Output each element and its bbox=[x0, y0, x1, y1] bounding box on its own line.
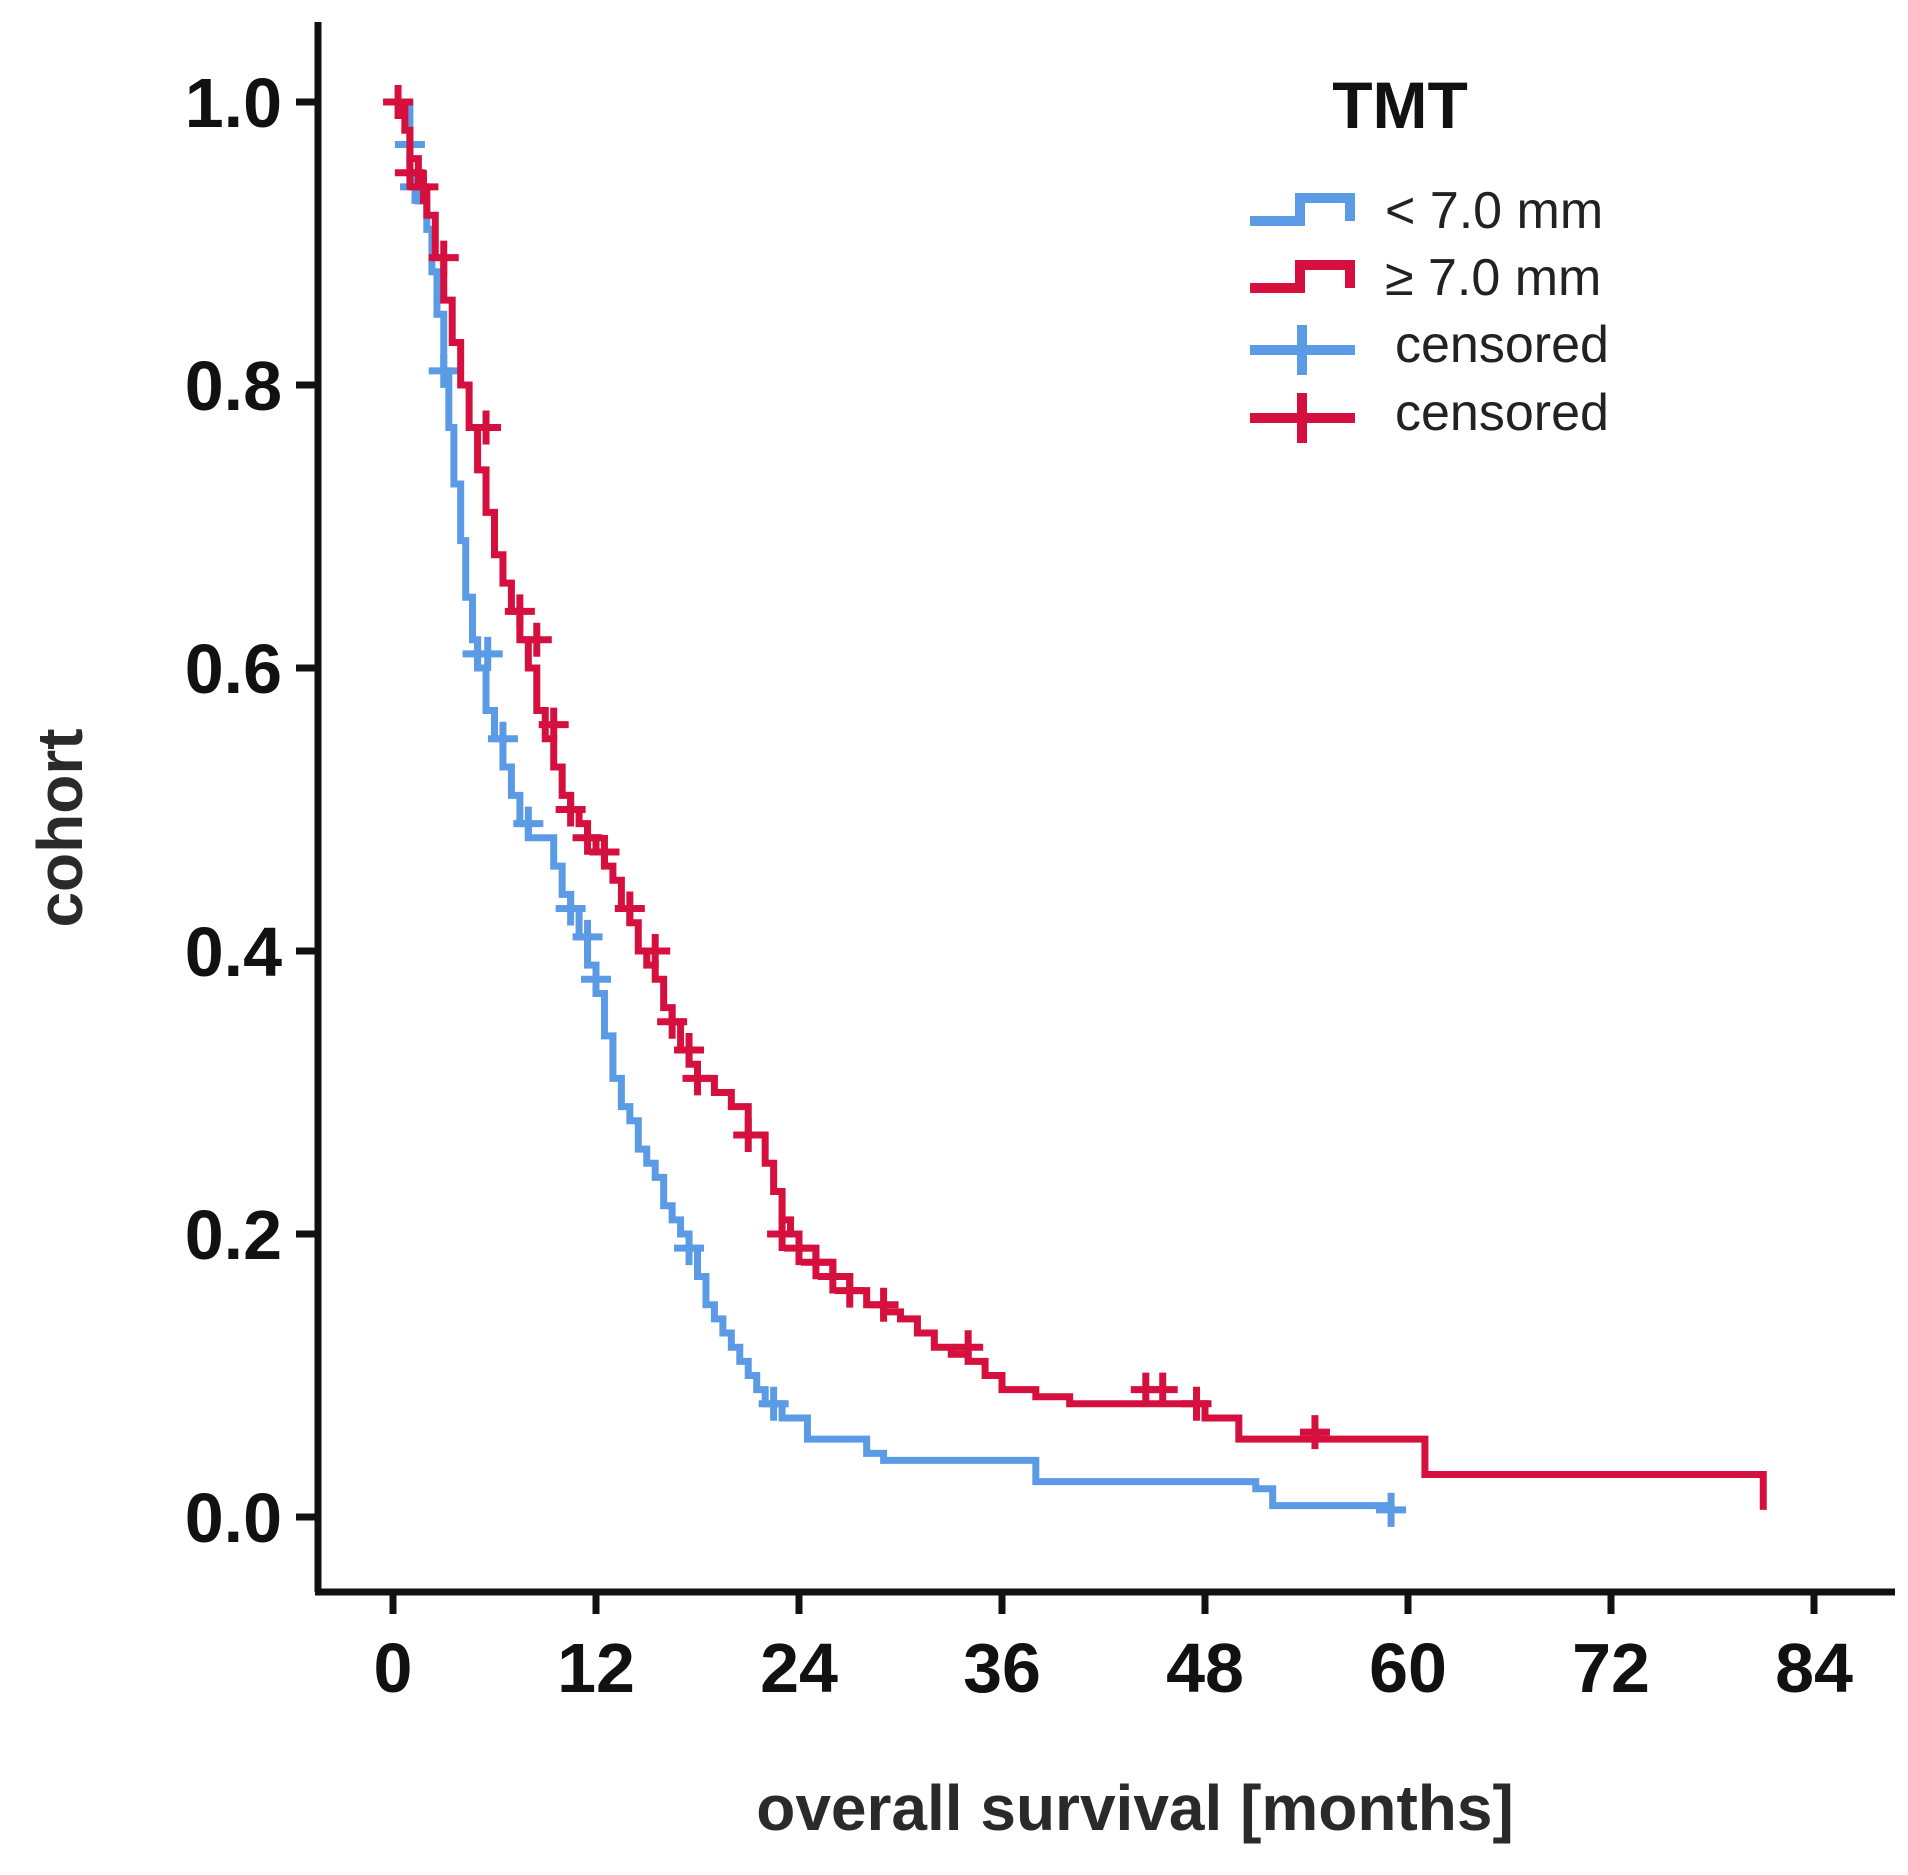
y-tick-label: 0.4 bbox=[185, 913, 282, 991]
y-tick-label: 1.0 bbox=[185, 64, 282, 142]
x-tick-label: 12 bbox=[557, 1629, 635, 1707]
legend-label-censored-red: censored bbox=[1395, 384, 1609, 442]
x-tick-label: 60 bbox=[1369, 1629, 1447, 1707]
legend-swatch-red-step bbox=[1250, 260, 1355, 293]
y-tick-label: 0.0 bbox=[185, 1479, 282, 1557]
km-curve-7mm-or-more bbox=[393, 98, 1767, 1510]
x-tick-label: 36 bbox=[963, 1629, 1041, 1707]
x-tick-label: 48 bbox=[1166, 1629, 1244, 1707]
legend-label-censored-blue: censored bbox=[1395, 316, 1609, 374]
y-tick-label: 0.2 bbox=[185, 1196, 282, 1274]
legend-label-7mm-or-more: ≥ 7.0 mm bbox=[1385, 249, 1601, 307]
legend-swatch-blue-step bbox=[1250, 193, 1355, 226]
x-tick-label: 0 bbox=[374, 1629, 413, 1707]
legend-entry-censored-red: censored bbox=[1250, 384, 1609, 443]
legend-entry-7mm-or-more: ≥ 7.0 mm bbox=[1250, 249, 1601, 307]
x-tick-label: 72 bbox=[1572, 1629, 1650, 1707]
series-layer bbox=[383, 85, 1767, 1527]
y-ticks: 0.0 0.2 0.4 0.6 0.8 1.0 bbox=[185, 64, 318, 1557]
legend-entry-censored-blue: censored bbox=[1250, 316, 1609, 375]
legend-label-below-7mm: < 7.0 mm bbox=[1385, 182, 1603, 240]
y-axis-title: cohort bbox=[24, 728, 96, 927]
legend: TMT < 7.0 mm ≥ 7.0 mm censored censored bbox=[1250, 68, 1609, 443]
x-tick-label: 24 bbox=[760, 1629, 838, 1707]
y-tick-label: 0.8 bbox=[185, 347, 282, 425]
legend-entry-below-7mm: < 7.0 mm bbox=[1250, 182, 1603, 240]
x-axis-title: overall survival [months] bbox=[756, 1772, 1514, 1844]
x-ticks: 0 12 24 36 48 60 72 84 bbox=[374, 1592, 1853, 1707]
legend-title: TMT bbox=[1332, 68, 1468, 142]
km-curve-below-7mm bbox=[393, 98, 1395, 1510]
axes bbox=[314, 22, 1895, 1596]
y-tick-label: 0.6 bbox=[185, 630, 282, 708]
x-tick-label: 84 bbox=[1775, 1629, 1853, 1707]
